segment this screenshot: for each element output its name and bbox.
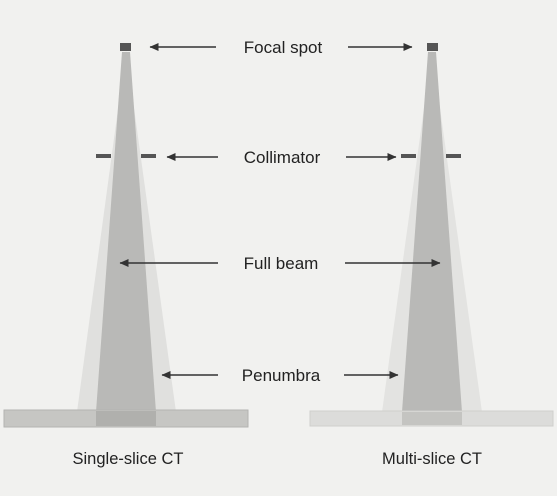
single-slice-setup xyxy=(3,43,249,428)
multi-slice-collimator-left xyxy=(401,154,416,158)
full-beam-label: Full beam xyxy=(244,254,319,273)
single-slice-full-beam xyxy=(96,52,156,412)
penumbra-annotation: Penumbra xyxy=(161,366,399,385)
single-slice-focal-spot xyxy=(120,43,131,51)
collimator-label: Collimator xyxy=(244,148,321,167)
multi-slice-caption: Multi-slice CT xyxy=(382,450,482,468)
single-slice-collimator-left xyxy=(96,154,111,158)
focal-spot-label: Focal spot xyxy=(244,38,323,57)
focal-spot-annotation: Focal spot xyxy=(149,38,413,57)
penumbra-label: Penumbra xyxy=(242,366,321,385)
multi-slice-collimator-right xyxy=(446,154,461,158)
multi-slice-focal-spot xyxy=(427,43,438,51)
single-slice-caption: Single-slice CT xyxy=(73,450,184,468)
full-beam-annotation: Full beam xyxy=(119,254,441,273)
single-slice-collimator-right xyxy=(141,154,156,158)
multi-slice-detector-active xyxy=(402,412,462,425)
single-slice-detector-active xyxy=(96,411,156,426)
multi-slice-setup xyxy=(309,43,554,427)
collimator-annotation: Collimator xyxy=(166,148,397,167)
multi-slice-full-beam xyxy=(402,52,462,412)
